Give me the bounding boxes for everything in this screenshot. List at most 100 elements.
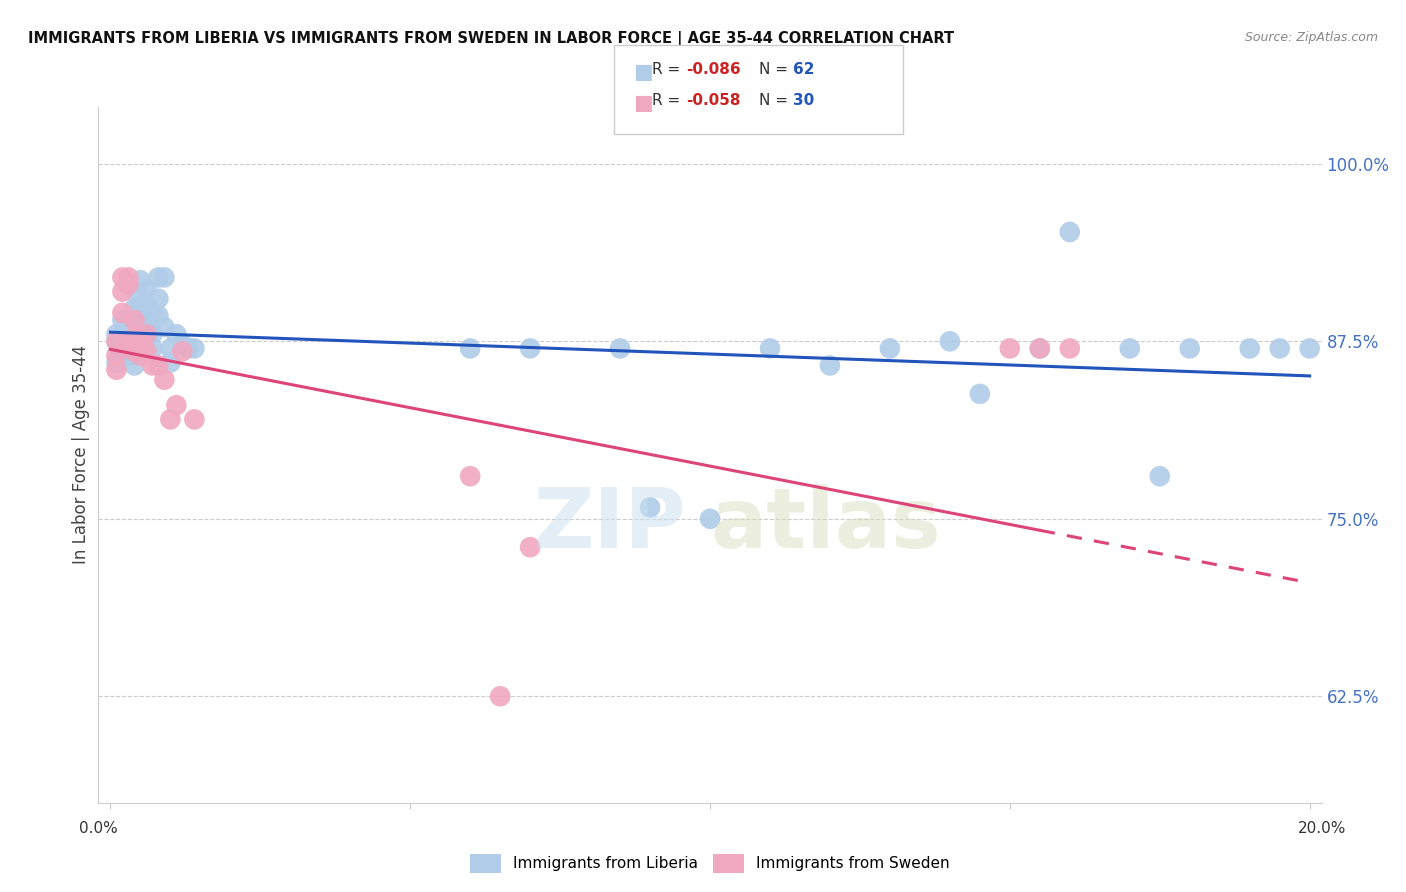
- Y-axis label: In Labor Force | Age 35-44: In Labor Force | Age 35-44: [72, 345, 90, 565]
- Text: 62: 62: [793, 62, 814, 78]
- Text: 20.0%: 20.0%: [1298, 821, 1346, 836]
- Point: [108, 342, 131, 356]
- Point: [120, 349, 142, 363]
- Point: [177, 342, 200, 356]
- Point: [117, 270, 139, 285]
- Point: [141, 359, 163, 373]
- Point: [818, 359, 841, 373]
- Point: [105, 334, 128, 349]
- Point: [998, 342, 1021, 356]
- Point: [165, 398, 187, 412]
- Point: [159, 342, 181, 356]
- Point: [609, 342, 631, 356]
- Point: [1029, 342, 1052, 356]
- Point: [129, 313, 152, 327]
- Point: [111, 285, 134, 299]
- Text: Source: ZipAtlas.com: Source: ZipAtlas.com: [1244, 31, 1378, 45]
- Point: [124, 344, 146, 359]
- Point: [129, 327, 152, 342]
- Point: [105, 334, 128, 349]
- Point: [117, 327, 139, 342]
- Point: [183, 412, 205, 426]
- Point: [1178, 342, 1201, 356]
- Point: [135, 282, 157, 296]
- Point: [111, 330, 134, 344]
- Point: [1059, 342, 1081, 356]
- Point: [135, 299, 157, 313]
- Point: [1029, 342, 1052, 356]
- Point: [129, 273, 152, 287]
- Text: 30: 30: [793, 93, 814, 108]
- Text: 0.0%: 0.0%: [79, 821, 118, 836]
- Point: [129, 349, 152, 363]
- Point: [117, 337, 139, 351]
- Point: [141, 342, 163, 356]
- Point: [124, 359, 146, 373]
- Text: -0.058: -0.058: [686, 93, 741, 108]
- Point: [141, 306, 163, 320]
- Point: [183, 342, 205, 356]
- Point: [1268, 342, 1291, 356]
- Point: [153, 320, 176, 334]
- Text: ZIP: ZIP: [533, 484, 686, 565]
- Point: [519, 342, 541, 356]
- Point: [117, 277, 139, 292]
- Point: [969, 387, 991, 401]
- Point: [117, 316, 139, 330]
- Point: [105, 327, 128, 342]
- Point: [117, 334, 139, 349]
- Point: [117, 334, 139, 349]
- Point: [1059, 225, 1081, 239]
- Point: [124, 344, 146, 359]
- Text: ■: ■: [633, 62, 652, 82]
- Text: -0.086: -0.086: [686, 62, 741, 78]
- Point: [124, 316, 146, 330]
- Point: [489, 690, 512, 704]
- Point: [111, 313, 134, 327]
- Point: [939, 334, 962, 349]
- Point: [148, 270, 170, 285]
- Point: [105, 349, 128, 363]
- Text: N =: N =: [759, 62, 793, 78]
- Point: [699, 512, 721, 526]
- Point: [1239, 342, 1261, 356]
- Text: N =: N =: [759, 93, 793, 108]
- Point: [129, 299, 152, 313]
- Point: [1088, 867, 1111, 881]
- Point: [1149, 469, 1171, 483]
- Point: [135, 330, 157, 344]
- Point: [519, 540, 541, 554]
- Point: [105, 362, 128, 376]
- Point: [129, 334, 152, 349]
- Point: [638, 500, 661, 515]
- Point: [172, 344, 194, 359]
- Text: R =: R =: [652, 93, 686, 108]
- Point: [124, 330, 146, 344]
- Point: [148, 292, 170, 306]
- Point: [111, 270, 134, 285]
- Point: [165, 327, 187, 342]
- Point: [153, 373, 176, 387]
- Point: [111, 349, 134, 363]
- Point: [111, 306, 134, 320]
- Point: [114, 323, 136, 337]
- Point: [458, 469, 481, 483]
- Point: [458, 342, 481, 356]
- Point: [159, 356, 181, 370]
- Text: IMMIGRANTS FROM LIBERIA VS IMMIGRANTS FROM SWEDEN IN LABOR FORCE | AGE 35-44 COR: IMMIGRANTS FROM LIBERIA VS IMMIGRANTS FR…: [28, 31, 955, 47]
- Point: [135, 344, 157, 359]
- Point: [141, 327, 163, 342]
- Point: [129, 342, 152, 356]
- Point: [124, 330, 146, 344]
- Point: [135, 316, 157, 330]
- Legend: Immigrants from Liberia, Immigrants from Sweden: Immigrants from Liberia, Immigrants from…: [464, 847, 956, 879]
- Point: [879, 342, 901, 356]
- Point: [117, 344, 139, 359]
- Point: [135, 327, 157, 342]
- Point: [159, 412, 181, 426]
- Text: R =: R =: [652, 62, 686, 78]
- Text: atlas: atlas: [710, 484, 941, 565]
- Point: [132, 334, 155, 349]
- Point: [148, 309, 170, 323]
- Text: ■: ■: [633, 93, 652, 112]
